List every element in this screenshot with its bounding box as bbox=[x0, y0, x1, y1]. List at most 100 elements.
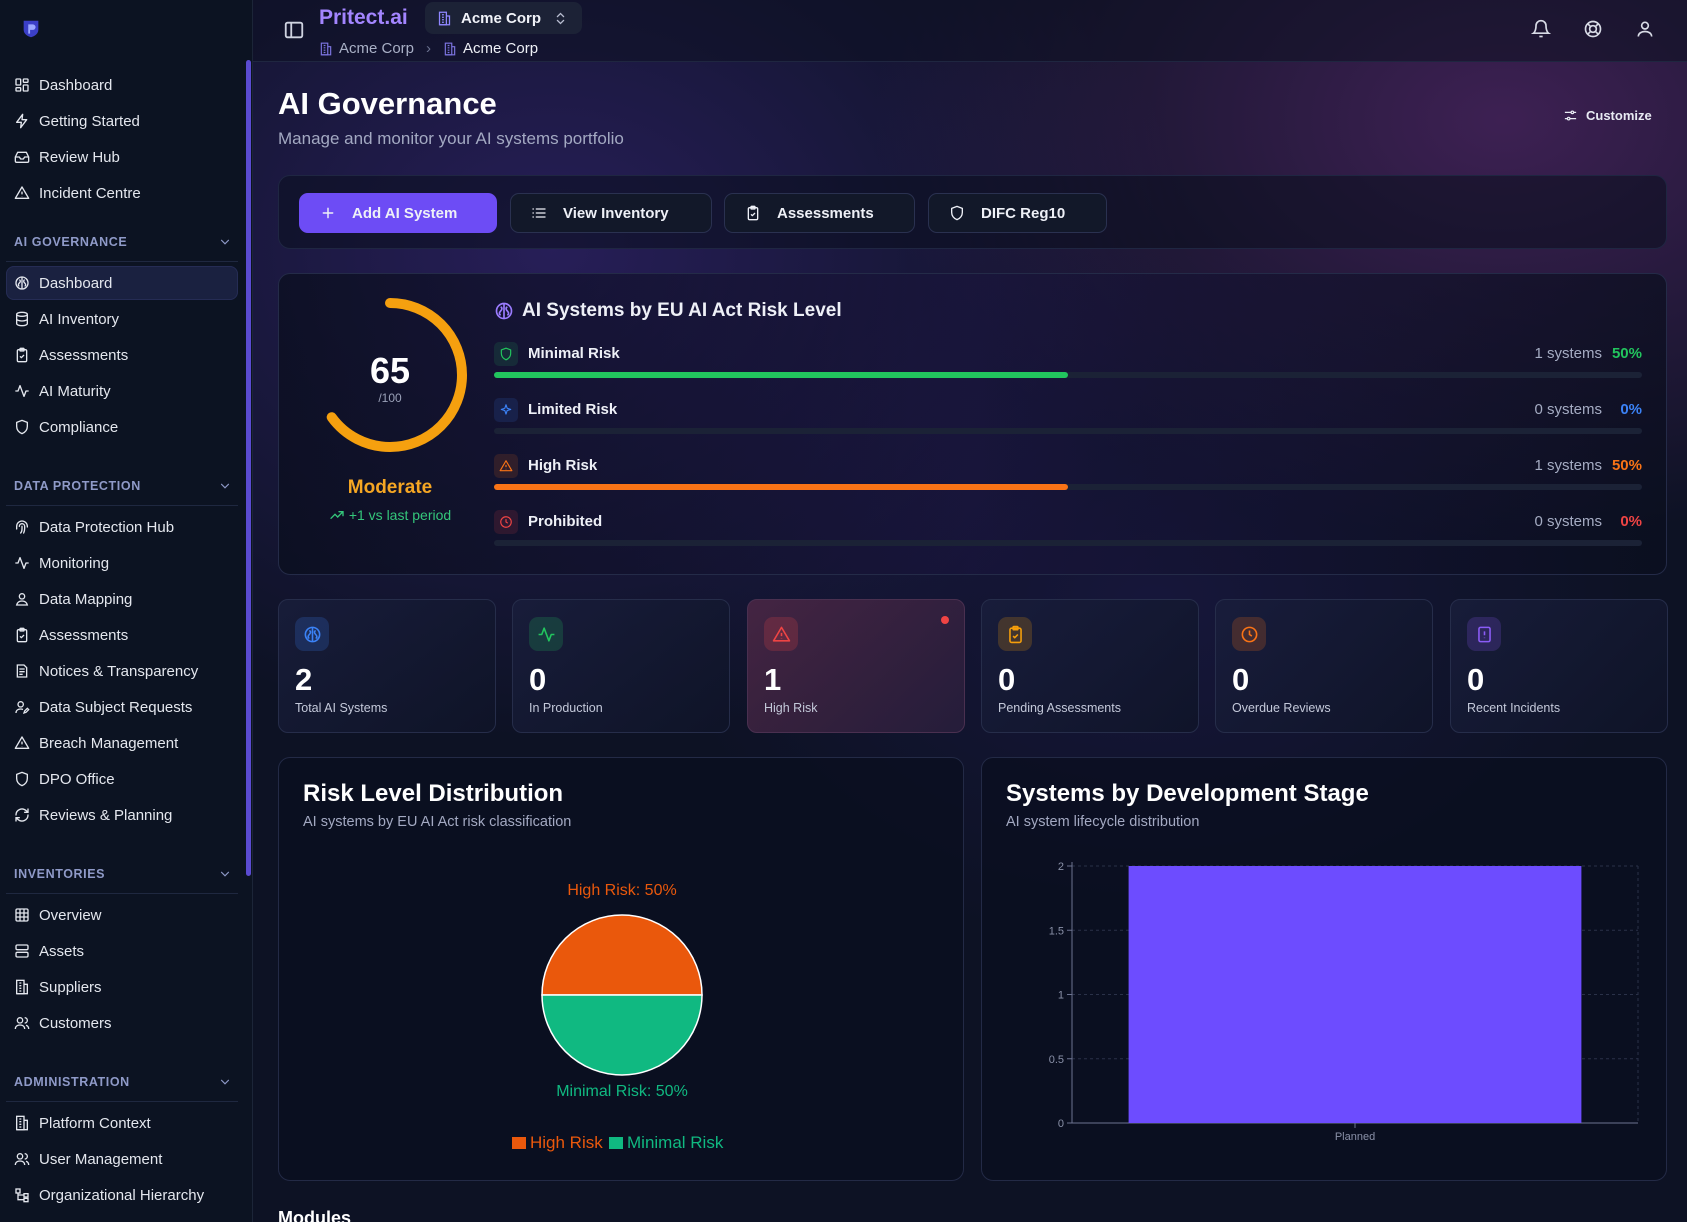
sidebar-item-review-hub[interactable]: Review Hub bbox=[6, 140, 238, 174]
sidebar-item-assets[interactable]: Assets bbox=[6, 934, 238, 968]
legend-swatch bbox=[609, 1137, 623, 1149]
stat-label: Total AI Systems bbox=[295, 701, 388, 715]
sidebar-item-ai-maturity[interactable]: AI Maturity bbox=[6, 374, 238, 408]
pritect-logo-icon[interactable] bbox=[20, 18, 42, 40]
sidebar-item-incident-centre[interactable]: Incident Centre bbox=[6, 176, 238, 210]
risk-row-limited-risk[interactable]: Limited Risk 0 systems 0% bbox=[494, 398, 1642, 442]
sidebar-item-label: Data Mapping bbox=[39, 590, 133, 608]
sidebar-item-notices-transparency[interactable]: Notices & Transparency bbox=[6, 654, 238, 688]
assessments-button[interactable]: Assessments bbox=[724, 193, 915, 233]
sidebar-item-data-subject-requests[interactable]: Data Subject Requests bbox=[6, 690, 238, 724]
risk-row-name: High Risk bbox=[528, 457, 598, 474]
y-tick-label: 1.5 bbox=[1049, 925, 1064, 937]
stat-card-total-ai-systems[interactable]: 2 Total AI Systems bbox=[278, 599, 496, 733]
customize-label: Customize bbox=[1586, 108, 1652, 123]
difc-reg10-label: DIFC Reg10 bbox=[981, 204, 1066, 222]
sidebar-section-data-protection[interactable]: DATA PROTECTION bbox=[14, 476, 232, 496]
sidebar-item-assessment-builder[interactable]: Assessment Builder bbox=[6, 1214, 238, 1222]
sidebar-item-ai-inventory[interactable]: AI Inventory bbox=[6, 302, 238, 336]
sidebar-scrollbar[interactable] bbox=[246, 60, 251, 876]
sidebar-item-organizational-hierarchy[interactable]: Organizational Hierarchy bbox=[6, 1178, 238, 1212]
sidebar-section-administration[interactable]: ADMINISTRATION bbox=[14, 1072, 232, 1092]
chart-title: Risk Level Distribution bbox=[303, 780, 564, 807]
risk-row-minimal-risk[interactable]: Minimal Risk 1 systems 50% bbox=[494, 342, 1642, 386]
activity-icon bbox=[537, 625, 556, 644]
risk-levels-title-text: AI Systems by EU AI Act Risk Level bbox=[522, 300, 842, 321]
sidebar-item-suppliers[interactable]: Suppliers bbox=[6, 970, 238, 1004]
clipboard-check-icon bbox=[1006, 625, 1025, 644]
sidebar-item-dashboard[interactable]: Dashboard bbox=[6, 266, 238, 300]
bell-icon[interactable] bbox=[1531, 19, 1551, 39]
stat-card-in-production[interactable]: 0 In Production bbox=[512, 599, 730, 733]
legend-label[interactable]: Minimal Risk bbox=[627, 1133, 724, 1152]
org-selector[interactable]: Acme Corp bbox=[425, 2, 583, 34]
breadcrumb-item[interactable]: Acme Corp bbox=[339, 40, 415, 57]
alert-file-icon bbox=[1475, 625, 1494, 644]
pie-slice-high-risk[interactable] bbox=[541, 914, 703, 996]
toggle-sidebar-icon[interactable] bbox=[283, 19, 305, 41]
risk-row-count: 1 systems bbox=[1534, 345, 1602, 362]
x-tick-label: Planned bbox=[1335, 1131, 1375, 1143]
risk-row-percent: 0% bbox=[1620, 513, 1642, 530]
sidebar-item-platform-context[interactable]: Platform Context bbox=[6, 1106, 238, 1140]
sidebar-item-monitoring[interactable]: Monitoring bbox=[6, 546, 238, 580]
view-inventory-button[interactable]: View Inventory bbox=[510, 193, 712, 233]
risk-levels-title: AI Systems by EU AI Act Risk Level bbox=[494, 300, 842, 322]
stat-label: Pending Assessments bbox=[998, 701, 1121, 715]
risk-row-percent: 50% bbox=[1611, 345, 1642, 362]
list-icon bbox=[531, 205, 547, 221]
sidebar-item-dashboard[interactable]: Dashboard bbox=[6, 68, 238, 102]
sidebar-item-user-management[interactable]: User Management bbox=[6, 1142, 238, 1176]
sparkle-icon bbox=[499, 403, 513, 417]
gauge-arc bbox=[313, 298, 467, 452]
sidebar-item-compliance[interactable]: Compliance bbox=[6, 410, 238, 444]
page-subtitle: Manage and monitor your AI systems portf… bbox=[278, 129, 624, 148]
stat-card-recent-incidents[interactable]: 0 Recent Incidents bbox=[1450, 599, 1668, 733]
building-icon bbox=[319, 42, 333, 56]
sidebar-item-label: DPO Office bbox=[39, 770, 115, 788]
sidebar-item-data-mapping[interactable]: Data Mapping bbox=[6, 582, 238, 616]
risk-row-high-risk[interactable]: High Risk 1 systems 50% bbox=[494, 454, 1642, 498]
risk-score-gauge bbox=[313, 298, 467, 452]
add-ai-system-button[interactable]: Add AI System bbox=[299, 193, 497, 233]
sidebar-section-ai-governance[interactable]: AI GOVERNANCE bbox=[14, 232, 232, 252]
sidebar-item-label: Incident Centre bbox=[39, 184, 141, 202]
y-tick-label: 0 bbox=[1058, 1118, 1064, 1130]
legend-label[interactable]: High Risk bbox=[530, 1133, 603, 1152]
pie-slice-label: High Risk: 50% bbox=[567, 882, 676, 899]
sidebar-item-dpo-office[interactable]: DPO Office bbox=[6, 762, 238, 796]
quick-actions-bar: Add AI System View Inventory Assessments… bbox=[278, 175, 1667, 249]
customize-button[interactable]: Customize bbox=[1563, 108, 1652, 123]
risk-row-icon bbox=[494, 454, 518, 478]
sidebar-item-data-protection-hub[interactable]: Data Protection Hub bbox=[6, 510, 238, 544]
sidebar-item-overview[interactable]: Overview bbox=[6, 898, 238, 932]
pie-slice-minimal-risk[interactable] bbox=[541, 994, 703, 1076]
stat-card-high-risk[interactable]: 1 High Risk bbox=[747, 599, 965, 733]
chevron-down-icon bbox=[218, 479, 232, 493]
risk-row-name: Prohibited bbox=[528, 513, 603, 530]
sidebar-item-label: Assessments bbox=[39, 626, 129, 644]
user-profile-icon[interactable] bbox=[1635, 19, 1655, 39]
bar-planned[interactable] bbox=[1128, 866, 1582, 1123]
sidebar-item-label: Data Protection Hub bbox=[39, 518, 175, 536]
sidebar-item-assessments[interactable]: Assessments bbox=[6, 338, 238, 372]
difc-reg10-button[interactable]: DIFC Reg10 bbox=[928, 193, 1107, 233]
stat-value: 1 bbox=[764, 662, 782, 697]
sidebar-item-breach-management[interactable]: Breach Management bbox=[6, 726, 238, 760]
hierarchy-icon bbox=[14, 1187, 30, 1203]
sidebar-item-reviews-planning[interactable]: Reviews & Planning bbox=[6, 798, 238, 832]
stat-card-overdue-reviews[interactable]: 0 Overdue Reviews bbox=[1215, 599, 1433, 733]
section-divider bbox=[6, 893, 238, 894]
sidebar-item-assessments[interactable]: Assessments bbox=[6, 618, 238, 652]
stat-value: 2 bbox=[295, 662, 313, 697]
risk-pie-chart: High Risk: 50% Minimal Risk: 50% High Risk… bbox=[512, 882, 724, 1152]
stat-card-pending-assessments[interactable]: 0 Pending Assessments bbox=[981, 599, 1199, 733]
help-lifebuoy-icon[interactable] bbox=[1583, 19, 1603, 39]
stat-label: Overdue Reviews bbox=[1232, 701, 1331, 715]
brand-name[interactable]: Pritect.ai bbox=[319, 6, 408, 29]
users-icon bbox=[14, 1151, 30, 1167]
sidebar-section-inventories[interactable]: INVENTORIES bbox=[14, 864, 232, 884]
risk-row-prohibited[interactable]: Prohibited 0 systems 0% bbox=[494, 510, 1642, 554]
sidebar-item-getting-started[interactable]: Getting Started bbox=[6, 104, 238, 138]
sidebar-item-customers[interactable]: Customers bbox=[6, 1006, 238, 1040]
